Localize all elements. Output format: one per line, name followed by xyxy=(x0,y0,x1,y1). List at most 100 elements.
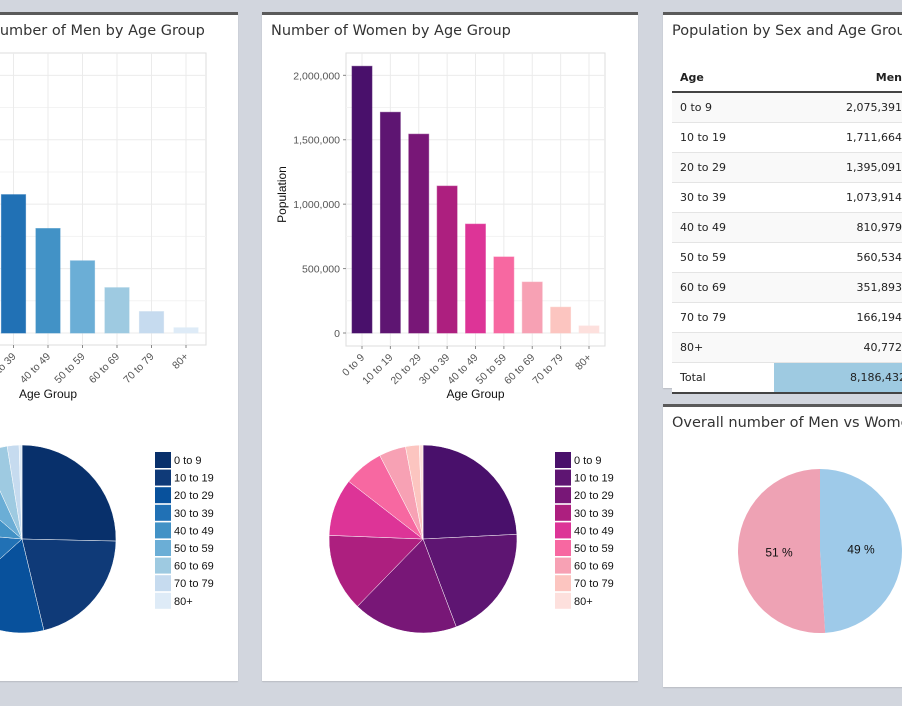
y-axis-label: Population xyxy=(275,166,289,223)
pie-slice[interactable] xyxy=(737,469,826,633)
legend-label: 20 to 29 xyxy=(174,490,214,502)
legend-label: 10 to 19 xyxy=(574,473,614,485)
legend-swatch xyxy=(555,522,571,539)
pie-slice[interactable] xyxy=(0,531,23,602)
legend-swatch xyxy=(555,557,571,574)
cell-age: 0 to 9 xyxy=(672,92,774,123)
pie-slice[interactable] xyxy=(422,444,518,540)
bar[interactable] xyxy=(578,325,600,334)
cell-men: 40,772 xyxy=(774,332,902,363)
legend-swatch xyxy=(155,487,171,504)
bar[interactable] xyxy=(521,281,543,334)
x-axis-label: Age Group xyxy=(19,387,77,401)
legend-label: 30 to 39 xyxy=(574,508,614,520)
pie-slice[interactable] xyxy=(21,444,117,542)
bar[interactable] xyxy=(138,311,165,334)
legend-label: 20 to 29 xyxy=(574,490,614,502)
header-men[interactable]: Men xyxy=(774,63,902,93)
men-vs-women-panel: Overall number of Men vs Women 49 % 51 % xyxy=(663,404,902,687)
pie-slice-label: 49 % xyxy=(847,543,875,557)
bar[interactable] xyxy=(69,260,96,334)
legend-label: 70 to 79 xyxy=(174,578,214,590)
pie-slice[interactable] xyxy=(820,469,902,633)
cell-total-men: 8,186,432 xyxy=(774,362,902,394)
legend-label: 30 to 39 xyxy=(174,508,214,520)
pie-slice[interactable] xyxy=(418,444,424,540)
x-tick-label: 30 to 39 xyxy=(417,352,452,387)
legend-label: 10 to 19 xyxy=(174,473,214,485)
cell-age: 70 to 79 xyxy=(672,302,774,333)
table-row: 20 to 29 1,395,091 xyxy=(672,152,902,183)
bar[interactable] xyxy=(104,287,130,334)
legend-swatch xyxy=(555,487,571,504)
cell-men: 351,893 xyxy=(774,272,902,303)
table-row: 80+ 40,772 xyxy=(672,332,902,363)
table-row: 50 to 59 560,534 xyxy=(672,242,902,273)
cell-age: 80+ xyxy=(672,332,774,363)
bar[interactable] xyxy=(35,228,61,334)
pie-slice[interactable] xyxy=(422,534,518,628)
table-row: 70 to 79 166,194 xyxy=(672,302,902,333)
legend-swatch xyxy=(555,469,571,486)
bar[interactable] xyxy=(493,256,515,334)
bar[interactable] xyxy=(550,306,572,334)
women-by-age-panel: Number of Women by Age Group 0 500,000 1,0… xyxy=(262,12,638,681)
pie-slice[interactable] xyxy=(18,444,23,540)
x-tick-label: 70 to 79 xyxy=(121,351,156,386)
cell-age: 40 to 49 xyxy=(672,212,774,243)
legend-label: 50 to 59 xyxy=(174,543,214,555)
legend-label: 60 to 69 xyxy=(174,561,214,573)
table-row: 40 to 49 810,979 xyxy=(672,212,902,243)
bar[interactable] xyxy=(379,111,401,334)
x-tick-label: 70 to 79 xyxy=(530,352,565,387)
cell-age: 60 to 69 xyxy=(672,272,774,303)
panel-title: Overall number of Men vs Women xyxy=(672,415,902,431)
legend-swatch xyxy=(155,452,171,468)
pie-slice[interactable] xyxy=(0,538,45,634)
table-total-row: Total 8,186,432 xyxy=(672,362,902,394)
pie-slice[interactable] xyxy=(21,538,117,631)
legend-label: 0 to 9 xyxy=(174,455,202,467)
pie-slice[interactable] xyxy=(357,538,457,634)
legend-swatch xyxy=(155,522,171,539)
men-by-age-panel: Number of Men by Age Group 0 to 9 10 to 1… xyxy=(0,12,238,681)
bar[interactable] xyxy=(436,185,458,334)
x-tick-label: 60 to 69 xyxy=(502,352,537,387)
pie-slice[interactable] xyxy=(328,535,424,607)
bar[interactable] xyxy=(0,194,27,334)
cell-men: 1,073,914 xyxy=(774,182,902,213)
cell-total-label: Total xyxy=(672,362,774,394)
y-tick-label: 1,500,000 xyxy=(293,135,340,147)
population-table: Age Men 0 to 9 2,075,391 10 to 19 1,711,… xyxy=(672,63,902,394)
x-tick-label: 40 to 49 xyxy=(445,352,480,387)
legend-swatch xyxy=(155,557,171,574)
legend-swatch xyxy=(555,540,571,556)
population-table-panel: Population by Sex and Age Group Age Men … xyxy=(663,12,902,394)
x-tick-label: 50 to 59 xyxy=(474,352,509,387)
legend-swatch xyxy=(155,504,171,521)
y-tick-label: 2,000,000 xyxy=(293,70,340,82)
legend-label: 40 to 49 xyxy=(574,525,614,537)
header-age[interactable]: Age xyxy=(672,63,774,93)
cell-age: 10 to 19 xyxy=(672,122,774,153)
y-tick-label: 0 xyxy=(334,328,340,340)
legend-swatch xyxy=(155,469,171,486)
panel-title: Number of Women by Age Group xyxy=(271,23,511,39)
table-row: 30 to 39 1,073,914 xyxy=(672,182,902,213)
legend-label: 80+ xyxy=(574,596,593,608)
x-tick-label: 10 to 19 xyxy=(360,352,395,387)
bar[interactable] xyxy=(465,223,486,334)
cell-age: 50 to 59 xyxy=(672,242,774,273)
bar[interactable] xyxy=(351,65,373,334)
bar[interactable] xyxy=(408,133,430,334)
bar[interactable] xyxy=(173,327,199,334)
table-header-row: Age Men xyxy=(672,63,902,93)
x-tick-label: 80+ xyxy=(573,352,594,373)
x-axis-label: Age Group xyxy=(446,387,504,401)
table-row: 60 to 69 351,893 xyxy=(672,272,902,303)
table-row: 10 to 19 1,711,664 xyxy=(672,122,902,153)
legend-swatch xyxy=(155,592,171,609)
cell-age: 20 to 29 xyxy=(672,152,774,183)
panel-title: Population by Sex and Age Group xyxy=(672,23,902,39)
